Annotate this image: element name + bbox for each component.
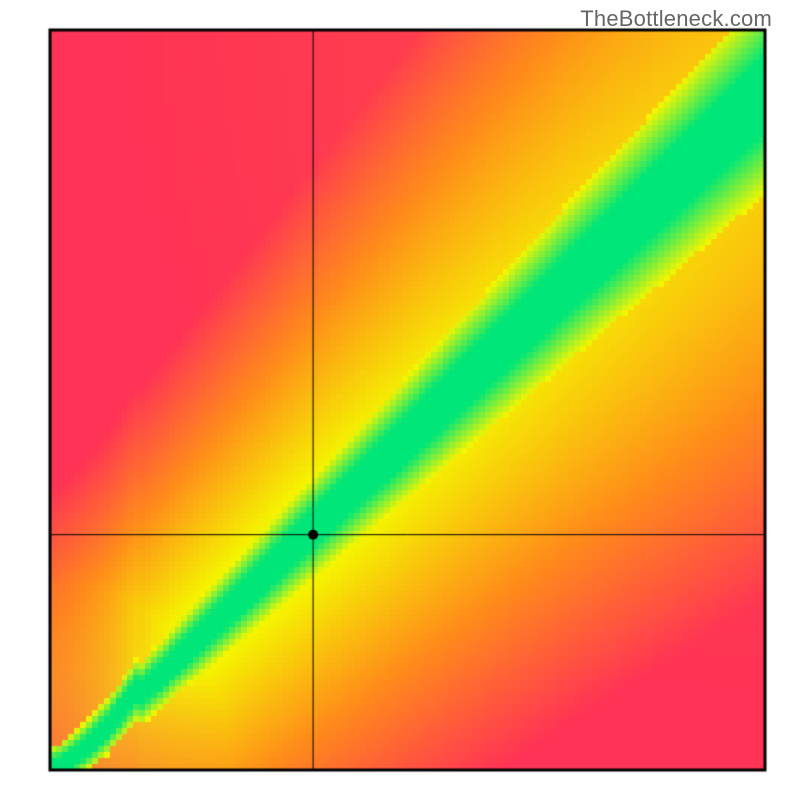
heatmap-canvas bbox=[0, 0, 800, 800]
chart-container: TheBottleneck.com bbox=[0, 0, 800, 800]
watermark-text: TheBottleneck.com bbox=[580, 6, 772, 32]
